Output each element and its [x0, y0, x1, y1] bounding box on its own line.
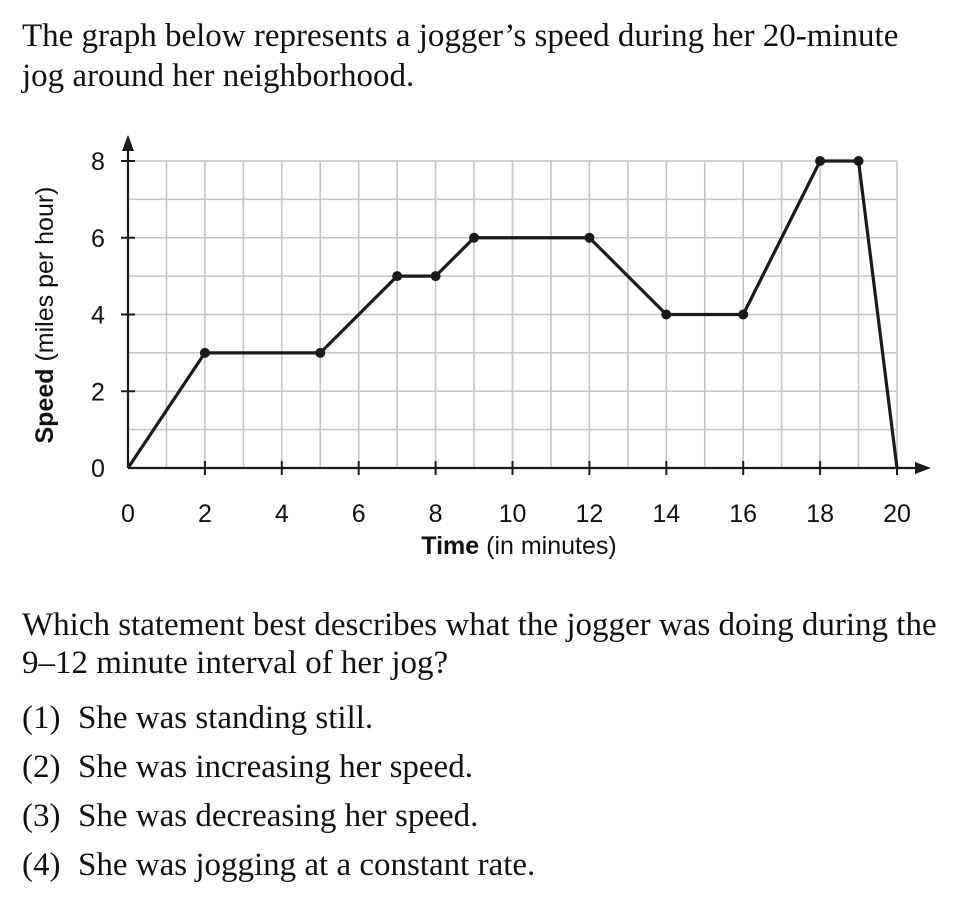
- x-tick-label-4: 8: [429, 500, 443, 528]
- x-axis-label: Time (in minutes): [421, 532, 616, 560]
- y-tick-label-1: 2: [91, 378, 105, 406]
- grid: [128, 160, 898, 468]
- x-tick-label-7: 14: [652, 500, 680, 528]
- x-tick-label-10: 20: [883, 500, 911, 528]
- x-axis-arrow: [915, 462, 931, 474]
- choice-2[interactable]: (2) She was increasing her speed.: [22, 745, 535, 794]
- choice-2-text: She was increasing her speed.: [78, 749, 473, 785]
- y-axis-label-rest: (miles per hour): [31, 186, 59, 368]
- x-tick-label-8: 16: [729, 500, 757, 528]
- x-tick-label-3: 6: [352, 500, 366, 528]
- axes: [121, 135, 931, 475]
- x-axis-label-rest: (in minutes): [479, 532, 617, 560]
- choice-1-text: She was standing still.: [78, 700, 374, 736]
- speed-time-chart: 0 2 4 6 8 10 12 14 16 18 20 0 2 4 6 8 Time (in minutes)…: [31, 135, 931, 560]
- x-tick-label-1: 2: [198, 500, 212, 528]
- data-point-5: [469, 232, 480, 243]
- y-axis-label-bold: Speed: [31, 368, 59, 443]
- x-tick-label-2: 4: [275, 500, 289, 528]
- data-point-6: [584, 232, 595, 243]
- y-axis-label: Speed (miles per hour): [31, 186, 59, 443]
- x-axis-label-bold: Time: [421, 532, 479, 560]
- x-tick-label-0: 0: [121, 500, 135, 528]
- choice-3-number: (3): [22, 798, 61, 834]
- speed-series: [126, 156, 899, 469]
- choice-2-number: (2): [22, 749, 61, 785]
- answer-choices: (1) She was standing still. (2) She was in…: [22, 696, 535, 892]
- tick-labels: 0 2 4 6 8 10 12 14 16 18 20 0 2 4 6 8: [91, 148, 911, 528]
- choice-4[interactable]: (4) She was jogging at a constant rate.: [22, 843, 535, 892]
- y-tick-label-0: 0: [91, 455, 105, 483]
- y-axis-arrow: [122, 135, 134, 151]
- choice-3[interactable]: (3) She was decreasing her speed.: [22, 794, 535, 843]
- data-point-10: [853, 156, 864, 166]
- choice-1-number: (1): [22, 700, 61, 736]
- data-point-3: [392, 271, 403, 282]
- series-line: [126, 159, 899, 469]
- data-point-8: [738, 309, 749, 320]
- data-point-1: [199, 347, 210, 358]
- choice-1[interactable]: (1) She was standing still.: [22, 696, 535, 745]
- choice-4-number: (4): [22, 847, 61, 883]
- y-tick-label-4: 8: [91, 148, 105, 176]
- choice-4-text: She was jogging at a constant rate.: [78, 847, 536, 883]
- y-tick-label-3: 6: [91, 225, 105, 253]
- data-point-2: [315, 347, 326, 358]
- x-tick-label-5: 10: [499, 500, 527, 528]
- choice-3-text: She was decreasing her speed.: [78, 798, 479, 834]
- data-point-9: [815, 156, 826, 166]
- y-tick-label-2: 4: [91, 302, 105, 330]
- intro-text: The graph below represents a jogger’s sp…: [22, 18, 899, 94]
- x-tick-label-6: 12: [575, 500, 603, 528]
- x-tick-label-9: 18: [806, 500, 834, 528]
- data-point-4: [430, 271, 441, 282]
- question-text: Which statement best describes what the …: [22, 607, 937, 681]
- data-point-7: [661, 309, 672, 320]
